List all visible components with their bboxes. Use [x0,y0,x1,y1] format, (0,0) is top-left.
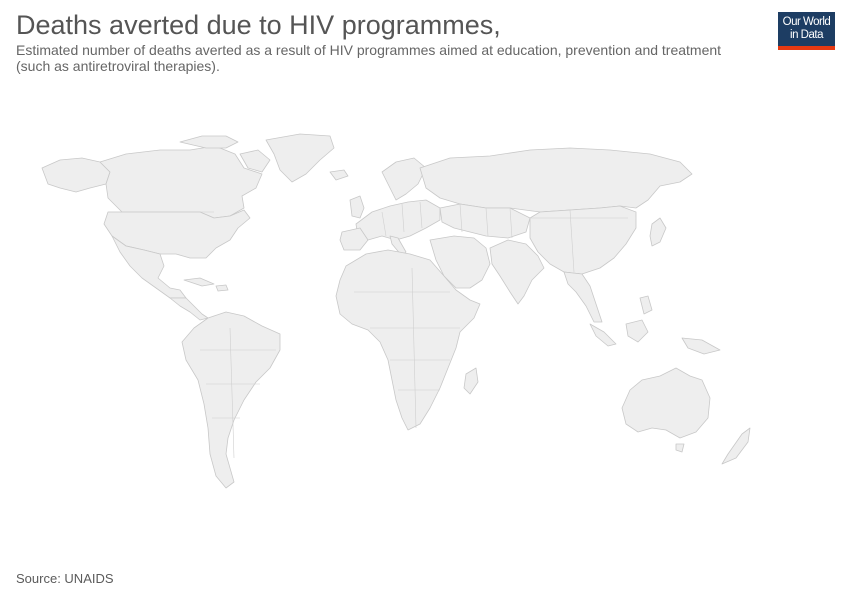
map-region-iceland[interactable] [329,169,349,181]
map-region-sumatra[interactable] [589,323,617,347]
map-region-southeast-asia[interactable] [563,271,603,323]
owid-logo[interactable]: Our World in Data [778,12,835,50]
map-region-australia[interactable] [621,367,711,439]
chart-title: Deaths averted due to HIV programmes, [16,10,501,40]
chart-subtitle: Estimated number of deaths averted as a … [16,42,722,74]
map-region-borneo[interactable] [625,319,649,343]
map-region-baffin[interactable] [239,149,271,173]
map-region-greenland[interactable] [265,133,335,183]
border-europe-1 [381,201,423,237]
map-region-central-asia[interactable] [439,203,531,239]
map-region-cuba[interactable] [183,277,215,287]
map-region-south-america[interactable] [181,311,281,489]
map-region-japan[interactable] [649,217,667,247]
map-region-tasmania[interactable] [675,443,685,453]
map-region-iberia[interactable] [339,227,369,251]
map-region-canada[interactable] [99,145,263,219]
map-region-hispaniola[interactable] [215,284,229,292]
logo-line-1: Our World [782,16,831,28]
map-region-philippines[interactable] [639,295,653,315]
map-region-south-asia[interactable] [489,239,545,305]
map-region-china[interactable] [529,205,637,275]
border-asia-1 [459,203,628,273]
map-region-central-america[interactable] [169,297,209,321]
map-region-madagascar[interactable] [463,367,479,395]
logo-line-2: in Data [790,28,823,41]
map-region-scandinavia[interactable] [381,157,427,201]
map-region-alaska[interactable] [41,157,111,193]
map-region-mexico[interactable] [111,235,187,299]
map-region-new-zealand[interactable] [721,427,751,465]
map-region-western-europe[interactable] [355,199,441,241]
border-south-america-1 [200,327,276,459]
border-africa-1 [354,267,460,429]
map-region-middle-east[interactable] [429,235,491,289]
world-map[interactable] [30,128,790,498]
map-region-uk[interactable] [349,195,365,219]
map-region-new-guinea[interactable] [681,337,721,355]
map-region-africa[interactable] [335,249,481,431]
map-region-arctic-islands[interactable] [179,135,239,149]
map-region-russia[interactable] [419,147,693,213]
source-note: Source: UNAIDS [16,571,114,586]
